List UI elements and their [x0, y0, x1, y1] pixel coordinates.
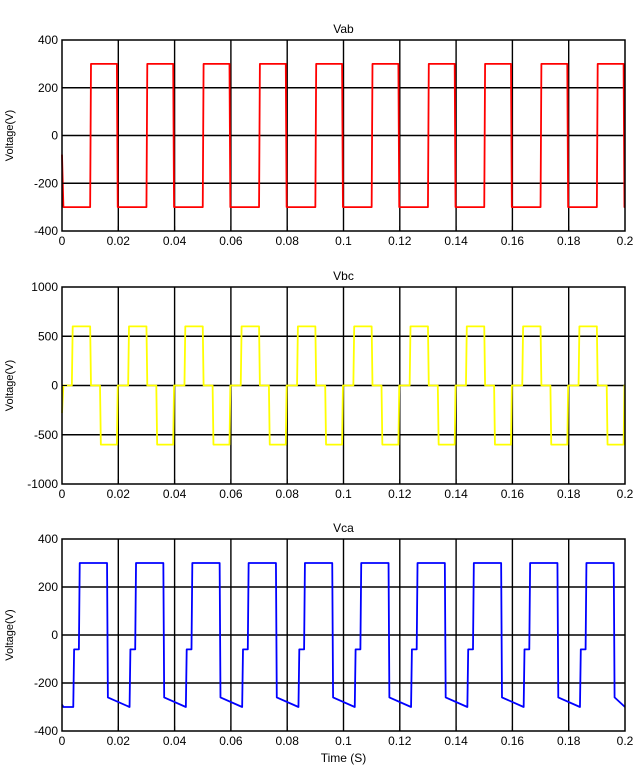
y-tick-label: -500: [34, 428, 58, 442]
subplot-vbc: 0 0.02 0.04 0.06 0.08 0.1 0.12 0.14 0.16 0.18 0.2 -…: [4, 269, 634, 501]
x-tick-label: 0.04: [163, 234, 187, 248]
x-tick-label: 0.16: [501, 734, 525, 748]
x-tick-label: 0.18: [557, 734, 581, 748]
x-tick-label: 0: [59, 234, 66, 248]
x-tick-label: 0.18: [557, 234, 581, 248]
x-tick-label: 0.04: [163, 487, 187, 501]
x-tick-label: 0.2: [617, 487, 634, 501]
x-tick-label: 0.12: [388, 234, 412, 248]
y-axis-label: Voltage(V): [4, 609, 16, 660]
y-tick-label: 400: [38, 532, 58, 546]
x-tick-label: 0.14: [444, 487, 468, 501]
y-tick-label: -1000: [27, 477, 58, 491]
x-tick-label: 0.04: [163, 734, 187, 748]
x-tick-label: 0.06: [219, 487, 243, 501]
x-tick-label: 0.12: [388, 487, 412, 501]
y-tick-label: -400: [34, 224, 58, 238]
series-line-vca: [61, 562, 626, 708]
y-axis-label: Voltage(V): [4, 110, 16, 161]
x-tick-label: 0.16: [501, 487, 525, 501]
x-tick-label: 0.2: [617, 734, 634, 748]
x-tick-label: 0.06: [219, 234, 243, 248]
y-tick-label: 1000: [31, 280, 58, 294]
x-tick-label: 0.02: [107, 487, 131, 501]
x-tick-label: 0.2: [617, 234, 634, 248]
series-line-vab: [61, 62, 626, 209]
x-tick-label: 0: [59, 487, 66, 501]
y-tick-label: 0: [51, 379, 58, 393]
y-tick-label: -200: [34, 176, 58, 190]
x-tick-label: 0.18: [557, 487, 581, 501]
x-tick-label: 0.08: [276, 487, 300, 501]
subplot-title: Vbc: [333, 269, 354, 283]
y-axis-label: Voltage(V): [4, 360, 16, 411]
y-tick-label: -200: [34, 676, 58, 690]
x-tick-label: 0.06: [219, 734, 243, 748]
x-axis-label: Time (S): [321, 751, 367, 765]
subplot-vab: 0 0.02 0.04 0.06 0.08 0.1 0.12 0.14 0.16 0.18 0.2 -…: [4, 22, 634, 248]
y-tick-label: 0: [51, 628, 58, 642]
x-tick-label: 0.1: [335, 734, 352, 748]
y-tick-label: 200: [38, 580, 58, 594]
x-tick-label: 0.1: [335, 487, 352, 501]
x-tick-label: 0.08: [276, 734, 300, 748]
y-tick-label: -400: [34, 724, 58, 738]
x-tick-label: 0.14: [444, 734, 468, 748]
x-tick-label: 0.08: [276, 234, 300, 248]
subplot-vca: 0 0.02 0.04 0.06 0.08 0.1 0.12 0.14 0.16 0.18 0.2 -…: [4, 521, 634, 765]
x-tick-label: 0.02: [107, 734, 131, 748]
x-tick-label: 0.12: [388, 734, 412, 748]
y-tick-label: 400: [38, 33, 58, 47]
subplot-title: Vab: [333, 22, 354, 36]
y-tick-label: 0: [51, 129, 58, 143]
x-tick-label: 0.1: [335, 234, 352, 248]
x-tick-label: 0: [59, 734, 66, 748]
x-tick-label: 0.16: [501, 234, 525, 248]
y-tick-label: 500: [38, 329, 58, 343]
x-tick-label: 0.14: [444, 234, 468, 248]
x-tick-label: 0.02: [107, 234, 131, 248]
subplot-title: Vca: [333, 521, 354, 535]
series-line-vbc: [61, 325, 626, 446]
y-tick-label: 200: [38, 81, 58, 95]
